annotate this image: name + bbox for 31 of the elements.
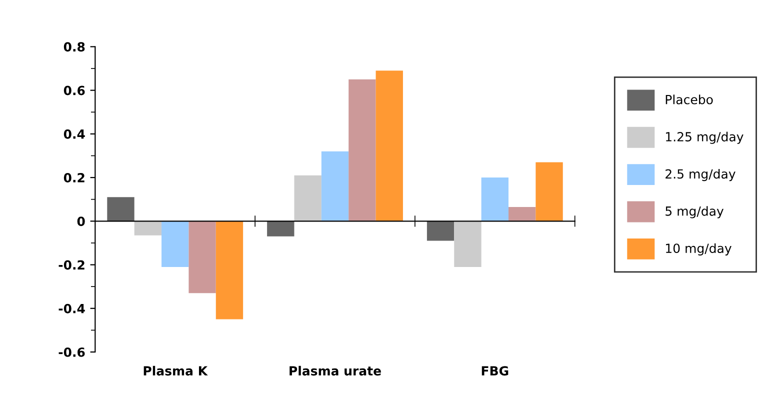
bar bbox=[134, 221, 162, 236]
bar bbox=[321, 151, 349, 222]
x-tick-label: FBG bbox=[482, 366, 508, 376]
legend-label: 5 mg/day bbox=[666, 206, 724, 218]
legend-label: 2.5 mg/day bbox=[666, 168, 736, 182]
y-tick-label: 0 bbox=[77, 216, 85, 226]
y-tick-label: -0.4 bbox=[58, 304, 85, 314]
bar bbox=[376, 70, 403, 222]
bar bbox=[162, 221, 189, 267]
bar bbox=[107, 197, 134, 222]
bar bbox=[188, 221, 216, 294]
bar bbox=[267, 221, 294, 236]
bar bbox=[426, 221, 454, 241]
bar bbox=[508, 206, 536, 222]
legend-label: Placebo bbox=[666, 94, 713, 104]
y-tick-label: -0.2 bbox=[58, 260, 84, 270]
bar bbox=[348, 79, 376, 222]
y-tick-label: 0.8 bbox=[64, 42, 85, 52]
bar bbox=[454, 221, 482, 267]
bar bbox=[536, 162, 563, 222]
y-tick-label: 0.2 bbox=[64, 173, 84, 182]
y-tick-label: 0.4 bbox=[64, 129, 85, 139]
legend-label: 10 mg/day bbox=[666, 243, 732, 256]
bar bbox=[294, 175, 322, 222]
bar bbox=[481, 178, 508, 222]
y-tick-label: 0.6 bbox=[64, 86, 85, 96]
x-tick-label: Plasma urate bbox=[290, 366, 381, 376]
legend-label: 1.25 mg/day bbox=[666, 132, 744, 144]
bar bbox=[216, 221, 244, 320]
x-tick-label: Plasma K bbox=[144, 366, 208, 376]
y-tick-label: -0.6 bbox=[58, 347, 85, 357]
